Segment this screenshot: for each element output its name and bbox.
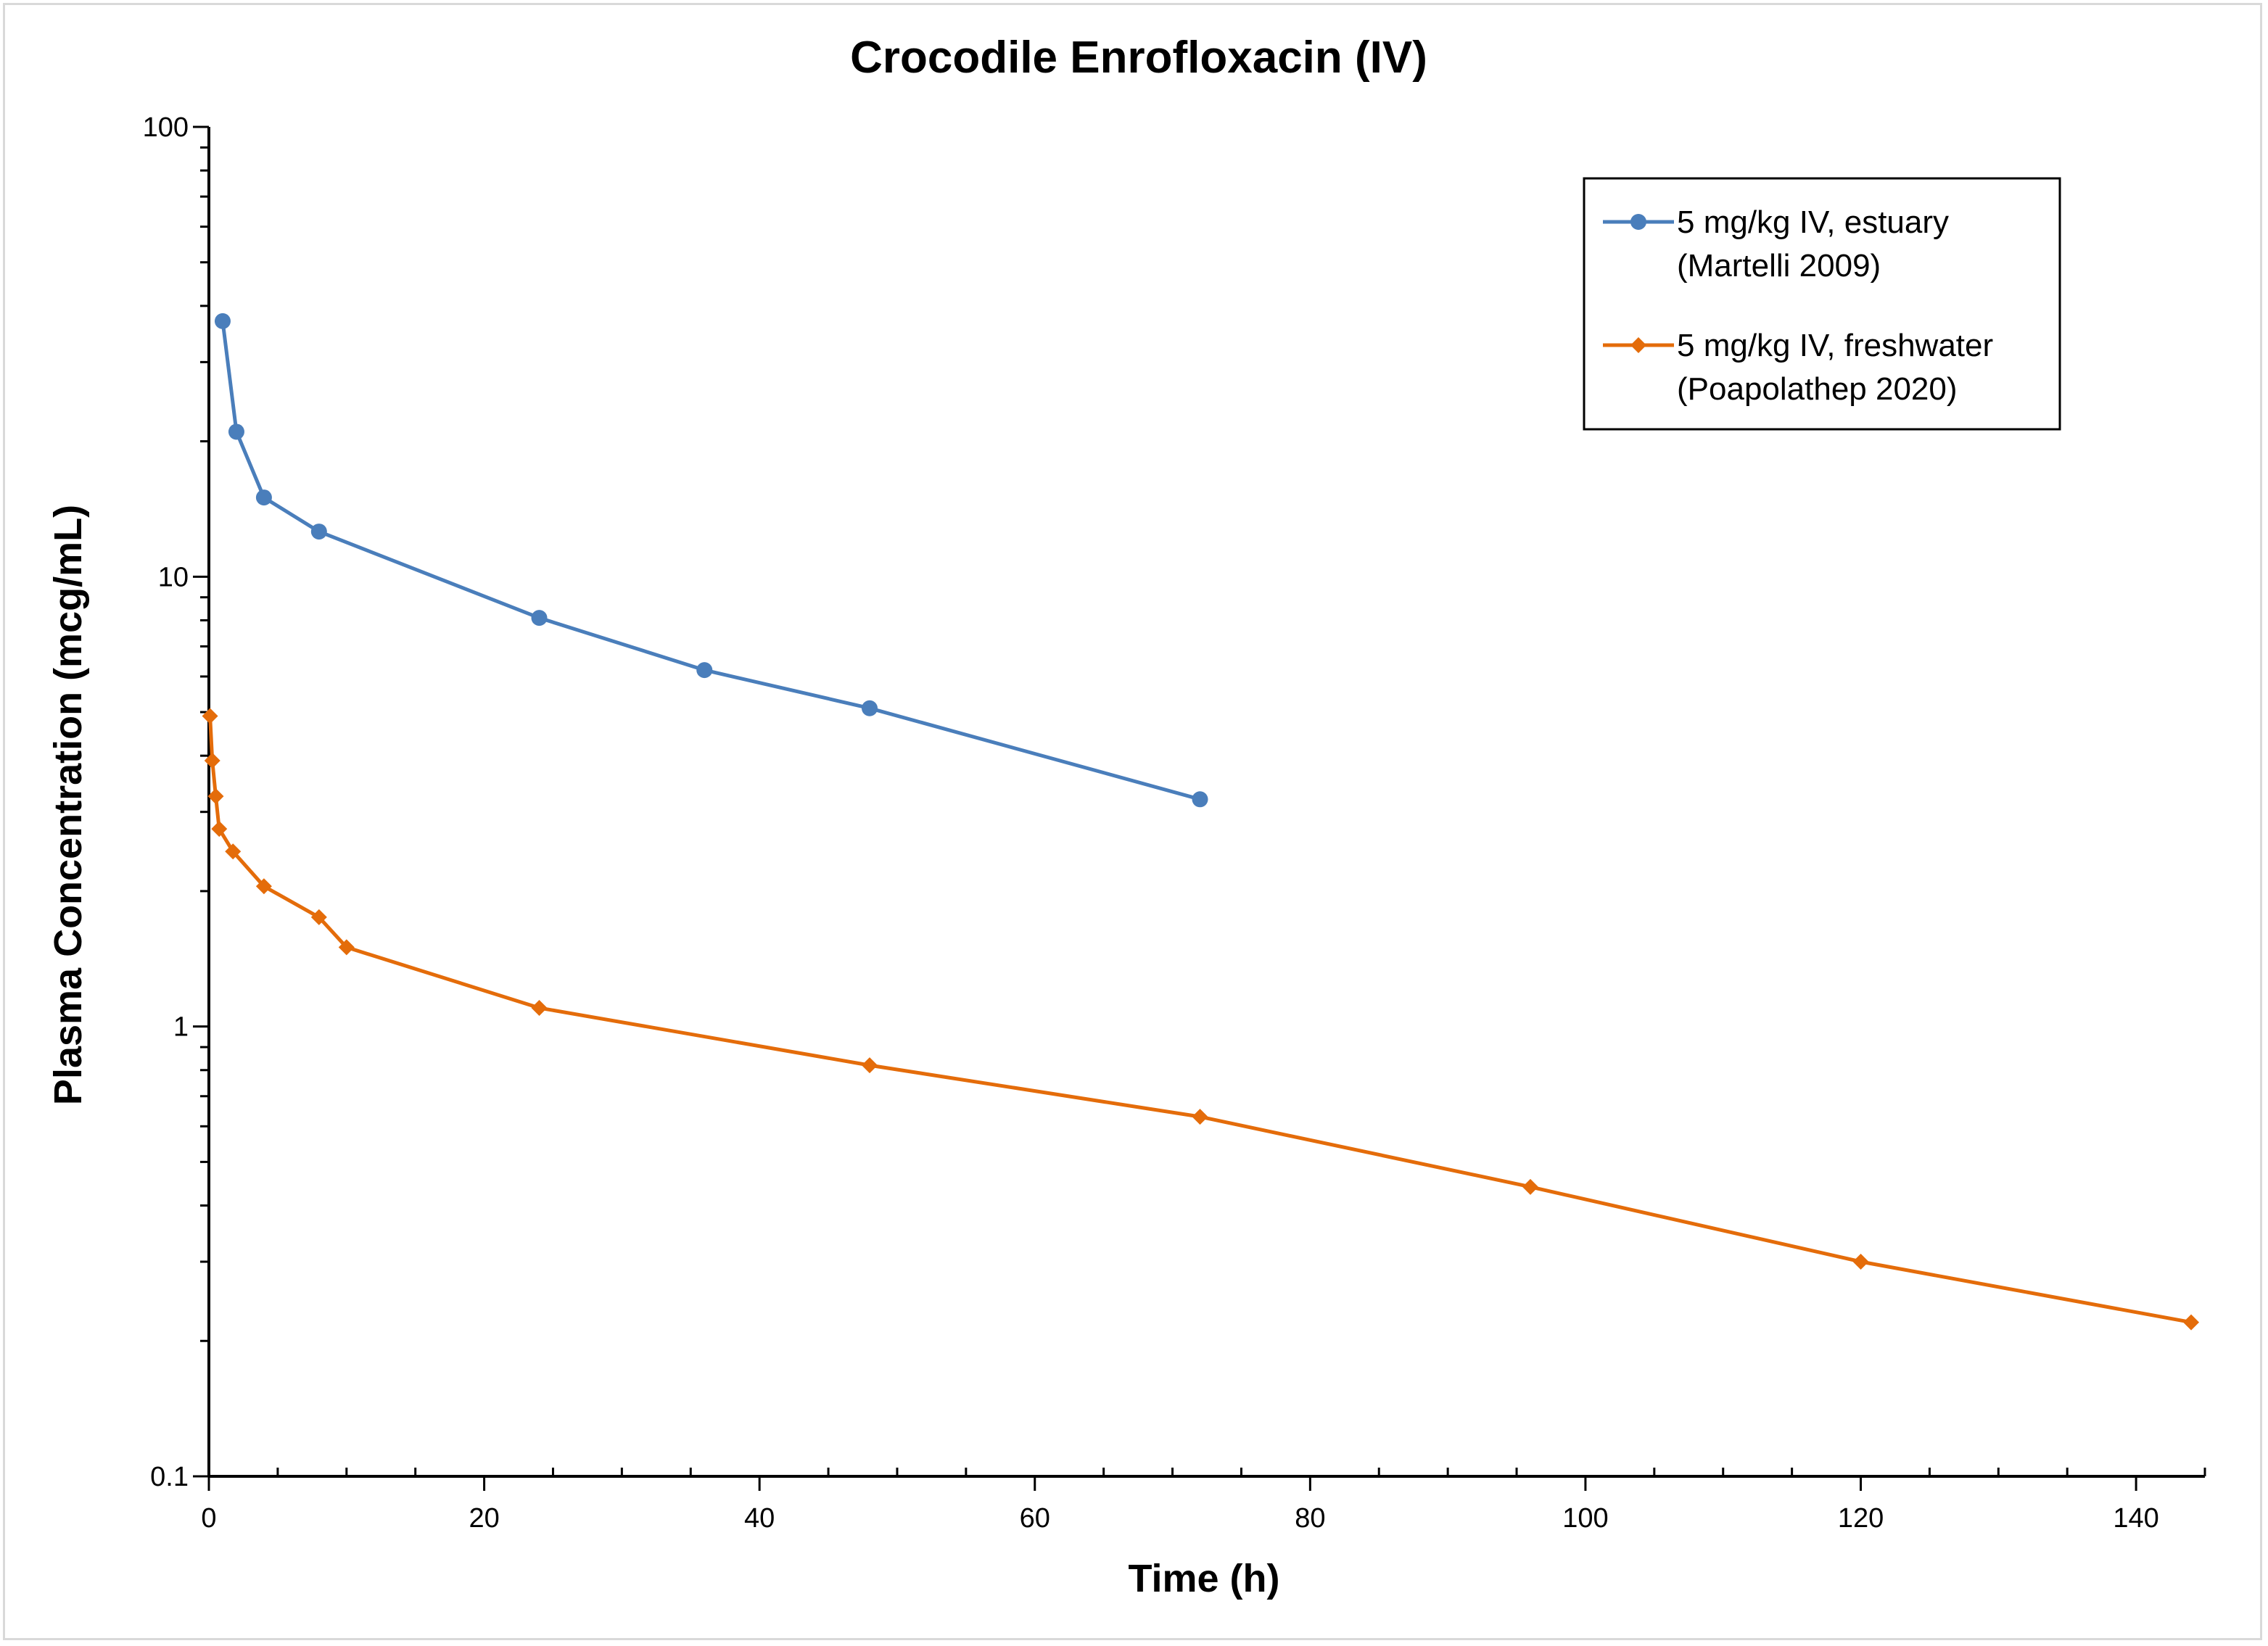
data-point — [862, 1057, 878, 1074]
legend-label-source: (Poapolathep 2020) — [1677, 371, 1958, 407]
data-point — [228, 423, 244, 440]
x-tick-label: 100 — [1562, 1503, 1608, 1534]
data-point — [214, 313, 231, 329]
x-tick-label: 20 — [469, 1503, 499, 1534]
data-point — [1192, 791, 1208, 808]
x-tick-label: 60 — [1020, 1503, 1050, 1534]
data-point — [202, 708, 218, 724]
x-tick-label: 140 — [2113, 1503, 2158, 1534]
plot-area — [202, 313, 2200, 1331]
data-point — [696, 662, 713, 679]
chart-title: Crocodile Enrofloxacin (IV) — [850, 33, 1427, 83]
data-point — [862, 700, 878, 716]
legend-marker — [1630, 214, 1646, 230]
legend: 5 mg/kg IV, estuary (Martelli 2009) 5 mg/k… — [1583, 177, 2061, 431]
x-tick-label: 0 — [201, 1503, 216, 1534]
legend-label: 5 mg/kg IV, estuary — [1677, 204, 1949, 240]
legend-label: 5 mg/kg IV, freshwater — [1677, 328, 1993, 363]
data-point — [338, 939, 355, 956]
x-tick-label: 40 — [744, 1503, 775, 1534]
data-point — [204, 753, 220, 769]
data-point — [211, 821, 228, 838]
data-point — [310, 909, 327, 925]
data-point — [1192, 1109, 1208, 1125]
data-point — [1852, 1254, 1869, 1270]
data-point — [310, 524, 327, 540]
y-tick-label: 0.1 — [150, 1462, 189, 1492]
series-2 — [202, 708, 2200, 1331]
data-point — [531, 999, 548, 1016]
y-tick-label: 1 — [173, 1012, 189, 1043]
x-axis-label: Time (h) — [1128, 1557, 1279, 1600]
series-line — [220, 320, 1201, 801]
data-point — [531, 610, 548, 626]
x-tick-label: 120 — [1838, 1503, 1884, 1534]
y-axis-label: Plasma Concentration (mcg/mL) — [46, 505, 90, 1105]
data-point — [225, 843, 242, 860]
y-tick-label: 10 — [158, 562, 189, 592]
data-point — [255, 489, 272, 506]
legend-label-source: (Martelli 2009) — [1677, 248, 1881, 284]
series-1 — [214, 313, 1208, 808]
axes: 0.1 1 10 100 0 20 40 60 80 100 120 140 — [143, 112, 2206, 1534]
x-tick-label: 80 — [1295, 1503, 1325, 1534]
data-point — [1522, 1178, 1539, 1195]
data-point — [255, 878, 272, 895]
y-tick-label: 100 — [143, 112, 189, 143]
legend-marker — [1630, 337, 1646, 353]
data-point — [207, 788, 224, 805]
data-point — [2183, 1314, 2200, 1331]
